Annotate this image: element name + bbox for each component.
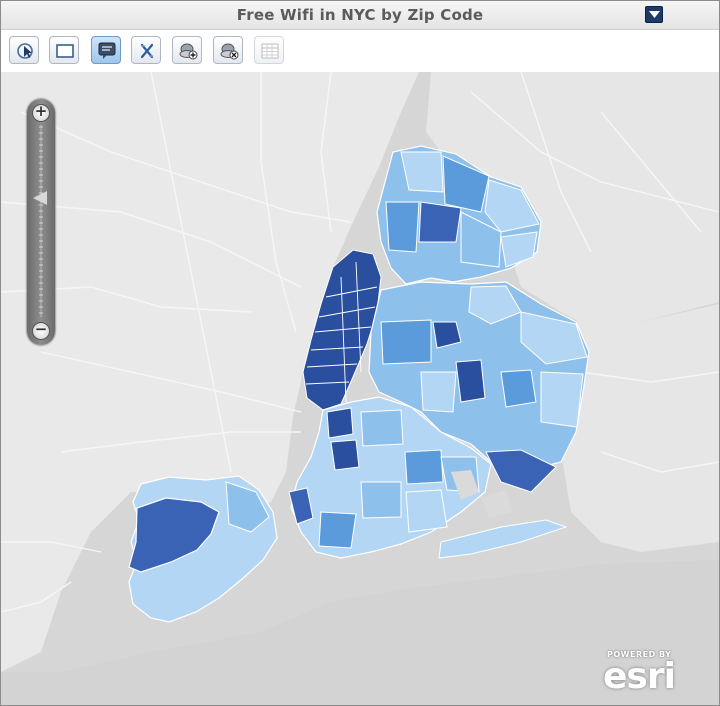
westchester-land xyxy=(426,72,719,334)
remove-layer-button[interactable] xyxy=(213,36,243,64)
full-extent-button[interactable] xyxy=(49,36,79,64)
basemap-layer xyxy=(1,72,719,705)
esri-logo: esri xyxy=(603,656,676,697)
clear-button[interactable] xyxy=(131,36,161,64)
attribute-table-button[interactable] xyxy=(254,36,284,64)
brooklyn-zip-areas[interactable] xyxy=(288,407,480,549)
zoom-slider-thumb[interactable] xyxy=(33,190,47,205)
manhattan-zip-boundaries xyxy=(305,261,378,403)
esri-attribution[interactable]: POWERED BY esri xyxy=(601,650,685,698)
add-layer-button[interactable] xyxy=(172,36,202,64)
extent-icon xyxy=(56,44,74,58)
bronx-zip-areas[interactable] xyxy=(385,151,540,268)
long-island-land xyxy=(561,304,719,552)
clear-icon xyxy=(140,43,154,59)
zoom-out-button[interactable]: − xyxy=(32,320,50,340)
new-jersey-land xyxy=(1,72,419,672)
chevron-down-icon xyxy=(649,11,660,18)
collapse-button[interactable] xyxy=(645,6,663,23)
layer-add-icon xyxy=(179,43,198,60)
ocean-area xyxy=(1,560,719,705)
zoom-slider[interactable]: + − xyxy=(27,99,55,345)
map-title: Free Wifi in NYC by Zip Code xyxy=(236,6,484,24)
popup-tool-button[interactable] xyxy=(91,36,121,64)
popup-icon xyxy=(98,42,116,59)
zoom-track[interactable] xyxy=(38,125,44,317)
map-view[interactable]: + − POWERED BY esri xyxy=(1,72,719,705)
cursor-icon xyxy=(17,43,33,59)
zoom-out-label: − xyxy=(34,320,48,338)
powered-by-label: POWERED BY xyxy=(607,650,672,659)
table-icon xyxy=(261,43,279,59)
zip-area-dark[interactable] xyxy=(128,497,220,573)
map-toolbar xyxy=(1,30,719,72)
rockaway-zips[interactable] xyxy=(438,519,568,559)
zoom-in-label: + xyxy=(34,102,48,120)
queens-zip-areas[interactable] xyxy=(380,285,588,493)
jamaica-bay-island xyxy=(481,490,513,518)
select-tool-button[interactable] xyxy=(9,36,39,64)
zoom-in-button[interactable]: + xyxy=(32,102,50,122)
title-bar: Free Wifi in NYC by Zip Code xyxy=(1,1,719,30)
layer-remove-icon xyxy=(220,43,239,60)
zip-area[interactable] xyxy=(225,481,270,533)
jamaica-bay-island xyxy=(451,470,479,500)
